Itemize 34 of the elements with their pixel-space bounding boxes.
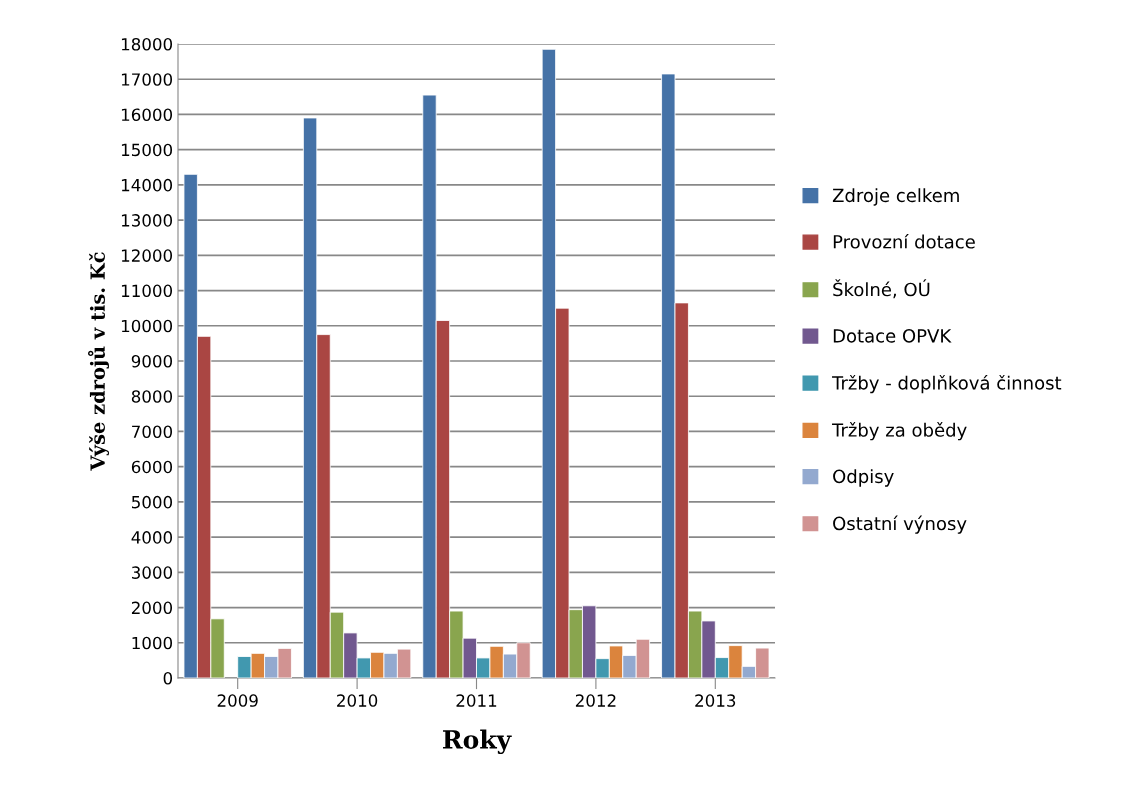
y-tick-label: 3000	[131, 566, 173, 579]
x-tick-label: 2011	[456, 694, 497, 707]
legend-label: Zdroje celkem	[832, 188, 959, 206]
y-tick-label: 6000	[131, 460, 173, 474]
y-tick-label: 18000	[121, 37, 173, 51]
x-tick-label: 2013	[695, 694, 736, 707]
y-tick-label: 1000	[132, 636, 173, 650]
legend-label: Tržby za obědy	[832, 422, 967, 441]
y-tick-label: 9000	[131, 354, 173, 368]
legend-label: Školné, OÚ	[833, 279, 930, 299]
y-tick-label: 15000	[121, 143, 173, 157]
y-tick-label: 17000	[121, 73, 173, 86]
y-tick-label: 2000	[131, 601, 173, 615]
x-axis-title: Roky	[443, 729, 512, 755]
y-tick-label: 8000	[131, 390, 173, 403]
y-tick-label: 13000	[121, 214, 173, 227]
legend-label: Provozní dotace	[833, 233, 975, 249]
x-tick-label: 2010	[337, 694, 378, 707]
y-tick-label: 5000	[132, 495, 173, 509]
legend-label: Odpisy	[833, 469, 894, 487]
x-tick-label: 2009	[217, 694, 258, 707]
y-tick-label: 0	[163, 671, 173, 685]
x-tick-label: 2012	[575, 694, 616, 707]
legend-label: Dotace OPVK	[833, 328, 952, 343]
y-axis-title: Výše zdrojů v tis. Kč	[88, 252, 110, 471]
y-tick-label: 4000	[131, 531, 173, 544]
y-tick-label: 11000	[121, 284, 173, 298]
y-tick-label: 12000	[121, 249, 173, 262]
y-tick-label: 14000	[121, 178, 173, 192]
y-tick-label: 10000	[121, 319, 173, 333]
legend-label: Ostatní výnosy	[833, 515, 967, 534]
legend-label: Tržby - doplňková činnost	[832, 375, 1062, 394]
y-tick-label: 7000	[132, 425, 173, 439]
y-tick-label: 16000	[121, 108, 173, 122]
